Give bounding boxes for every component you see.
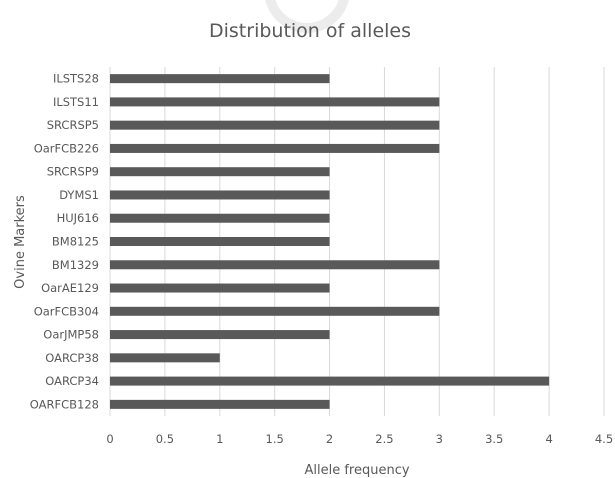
category-label: BM1329 — [52, 258, 99, 272]
category-label: OarAE129 — [41, 281, 99, 295]
bar — [110, 120, 440, 130]
bar — [110, 376, 550, 386]
bar — [110, 97, 440, 107]
bar — [110, 353, 220, 363]
y-axis-label: Ovine Markers — [13, 195, 28, 289]
bar — [110, 213, 330, 223]
bar — [110, 306, 440, 316]
bar — [110, 399, 330, 409]
category-label: OarFCB304 — [34, 304, 99, 318]
bar — [110, 167, 330, 177]
bar — [110, 74, 330, 84]
x-tick-label: 4.5 — [595, 432, 613, 446]
category-label: OARFCB128 — [30, 397, 99, 411]
x-tick-labels: 0 0.5 1 1.5 2 2.5 3 3.5 4 4.5 — [106, 432, 613, 446]
x-axis-label: Allele frequency — [304, 463, 409, 478]
category-label: OarJMP58 — [43, 328, 99, 342]
x-tick-label: 3 — [436, 432, 443, 446]
x-tick-label: 1 — [216, 432, 223, 446]
chart-title: Distribution of alleles — [209, 20, 411, 42]
category-label: ILSTS28 — [53, 72, 99, 86]
x-tick-label: 0 — [106, 432, 113, 446]
bar — [110, 237, 330, 246]
category-label: DYMS1 — [59, 188, 99, 202]
category-label: BM8125 — [52, 235, 99, 249]
category-label: SRCRSP9 — [47, 165, 99, 179]
x-tick-label: 4 — [545, 432, 552, 446]
x-tick-label: 1.5 — [266, 432, 284, 446]
category-label: HUJ616 — [57, 211, 99, 225]
x-tick-label: 2 — [326, 432, 333, 446]
x-tick-label: 3.5 — [485, 432, 503, 446]
category-label: OARCP34 — [45, 374, 99, 388]
category-label: OARCP38 — [45, 351, 99, 365]
bar — [110, 283, 330, 293]
category-label: ILSTS11 — [53, 95, 99, 109]
category-labels: ILSTS28 ILSTS11 SRCRSP5 OarFCB226 SRCRSP9 DYM… — [30, 72, 99, 412]
category-label: SRCRSP5 — [47, 118, 99, 132]
x-tick-label: 2.5 — [375, 432, 393, 446]
watermark-logo — [265, 0, 349, 33]
bars — [110, 74, 550, 409]
bar — [110, 330, 330, 340]
x-tick-label: 0.5 — [156, 432, 174, 446]
bar — [110, 190, 330, 200]
bar — [110, 260, 440, 270]
category-label: OarFCB226 — [34, 141, 99, 155]
bar — [110, 143, 440, 153]
